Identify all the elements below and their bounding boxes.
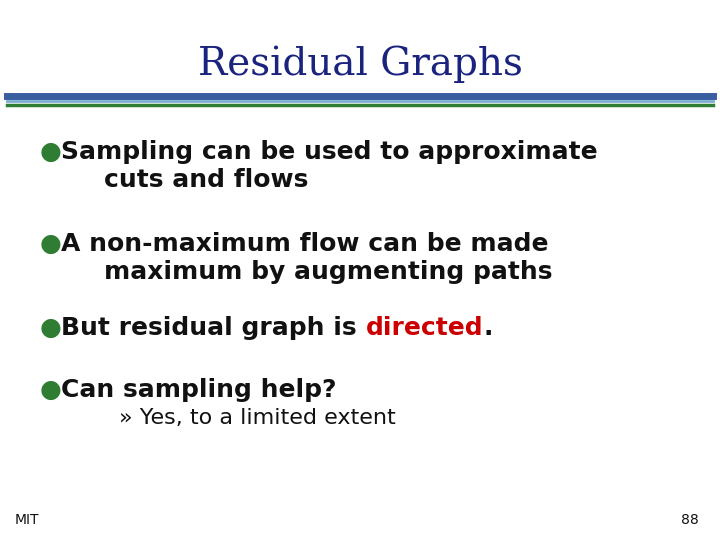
- Text: Sampling can be used to approximate: Sampling can be used to approximate: [61, 140, 598, 164]
- Text: Can sampling help?: Can sampling help?: [61, 378, 337, 402]
- Text: Residual Graphs: Residual Graphs: [197, 46, 523, 83]
- Text: ●: ●: [40, 140, 61, 164]
- Text: maximum by augmenting paths: maximum by augmenting paths: [104, 260, 553, 284]
- Text: .: .: [483, 316, 492, 340]
- Text: ●: ●: [40, 232, 61, 256]
- Text: MIT: MIT: [14, 512, 39, 526]
- Text: cuts and flows: cuts and flows: [104, 168, 309, 192]
- Text: directed: directed: [366, 316, 483, 340]
- Text: A non-maximum flow can be made: A non-maximum flow can be made: [61, 232, 549, 256]
- Text: ●: ●: [40, 316, 61, 340]
- Text: » Yes, to a limited extent: » Yes, to a limited extent: [119, 408, 395, 428]
- Text: ●: ●: [40, 378, 61, 402]
- Text: 88: 88: [680, 512, 698, 526]
- Text: But residual graph is: But residual graph is: [61, 316, 366, 340]
